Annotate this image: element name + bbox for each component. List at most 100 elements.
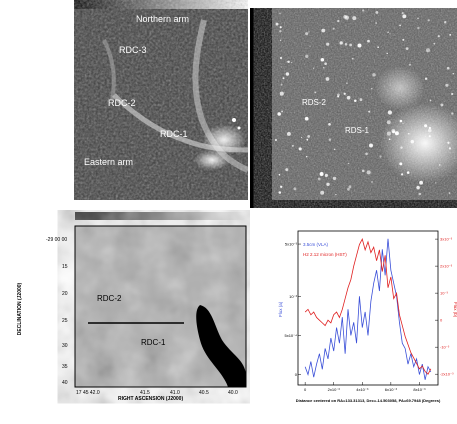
star-point xyxy=(402,122,404,124)
star-point xyxy=(446,66,450,70)
ytick-left-label: 5x10⁻⁴ xyxy=(284,333,297,338)
star-point xyxy=(332,176,337,181)
star-point xyxy=(349,43,352,47)
star-point xyxy=(399,24,401,27)
ytick-right-label: 3x10⁻³ xyxy=(440,237,453,242)
star-point xyxy=(279,12,281,15)
star-point xyxy=(365,152,368,156)
star-point xyxy=(391,129,396,133)
panel-c-colorbar xyxy=(75,212,246,220)
star-point xyxy=(425,48,431,53)
star-point xyxy=(387,110,392,115)
star-point xyxy=(325,77,330,81)
star-point xyxy=(416,185,420,190)
star-point xyxy=(328,138,332,141)
star-point xyxy=(386,52,388,55)
xtick-label: 2x10⁻³ xyxy=(328,387,341,392)
star-point xyxy=(320,190,325,195)
star-point xyxy=(418,192,422,196)
star-point xyxy=(279,30,282,33)
panel-c-xlabel: RIGHT ASCENSION (J2000) xyxy=(118,396,184,402)
star-point xyxy=(451,112,454,115)
panel-b-svg xyxy=(250,8,457,208)
star-point xyxy=(335,193,337,196)
star-point xyxy=(332,27,335,30)
ytick-left-label: 10⁻³ xyxy=(289,294,298,299)
star-point xyxy=(309,45,311,47)
star-point xyxy=(278,173,281,176)
star-point xyxy=(419,180,423,185)
star-point xyxy=(336,93,340,97)
panel-d-chart: 5x10⁻³ 10⁻³ 5x10⁻⁴ 0 3x10⁻³ 2x10⁻³ 10⁻³ 0 -10⁻³… xyxy=(278,222,457,422)
star-point xyxy=(326,42,330,46)
star-point xyxy=(366,170,371,175)
star-point xyxy=(448,147,452,150)
ytick-6: 40 xyxy=(62,380,68,386)
star-point xyxy=(285,72,290,76)
star-point xyxy=(449,34,452,36)
star-point xyxy=(408,63,412,66)
star-point xyxy=(286,61,288,63)
star-point xyxy=(417,26,420,30)
star-point xyxy=(279,56,283,60)
panel-c-ylabel: DECLINATION (J2000) xyxy=(17,282,24,336)
star-point xyxy=(275,22,279,26)
star-point xyxy=(437,35,440,38)
star-point xyxy=(368,110,371,113)
star-point xyxy=(359,98,363,102)
xtick-label: 8x10⁻³ xyxy=(413,387,426,392)
xtick-2: 41.0 xyxy=(170,390,180,396)
star-point xyxy=(424,124,428,128)
star-point xyxy=(362,9,365,12)
star-point xyxy=(285,168,289,172)
label-rdc-3: RDC-3 xyxy=(119,45,147,55)
star-point xyxy=(354,99,357,102)
star-point xyxy=(305,32,309,36)
star-point xyxy=(427,19,430,22)
star-point xyxy=(278,191,282,194)
star-point xyxy=(407,132,410,135)
panel-c-svg xyxy=(74,212,247,388)
ytick-right-label: -10⁻³ xyxy=(440,345,450,350)
star-point xyxy=(375,22,377,24)
panel-a-image: Northern arm RDC-3 RDC-2 RDC-1 Eastern a… xyxy=(74,0,248,200)
ytick-1: 15 xyxy=(62,264,68,270)
label-rdc-1: RDC-1 xyxy=(160,129,188,139)
star-point xyxy=(375,10,379,14)
star-point xyxy=(440,103,444,107)
star-point xyxy=(321,28,326,33)
star-point xyxy=(351,57,354,60)
star-point xyxy=(320,58,325,62)
star-point xyxy=(386,120,391,125)
star-point xyxy=(417,17,419,19)
ytick-2: 20 xyxy=(62,291,68,297)
star-point xyxy=(308,31,310,33)
star-point xyxy=(307,134,311,138)
xtick-4: 40.0 xyxy=(228,390,238,396)
chart-svg: 5x10⁻³ 10⁻³ 5x10⁻⁴ 0 3x10⁻³ 2x10⁻³ 10⁻³ 0 -10⁻³… xyxy=(278,230,457,403)
star-point xyxy=(410,139,415,144)
label-eastern-arm: Eastern arm xyxy=(84,157,134,167)
star-point xyxy=(406,171,410,174)
star-point xyxy=(433,42,436,45)
star-point xyxy=(389,33,391,35)
xtick-label: 6x10⁻³ xyxy=(385,387,398,392)
star-point xyxy=(306,156,308,158)
star-point xyxy=(429,99,432,102)
star-point xyxy=(402,38,405,41)
star-point xyxy=(274,138,278,142)
star-point xyxy=(287,60,290,64)
star-point xyxy=(361,169,365,173)
star-point xyxy=(313,67,315,69)
series-line-1 xyxy=(304,238,432,375)
star-point xyxy=(435,182,437,184)
star-point xyxy=(346,95,351,100)
star-point xyxy=(293,187,297,191)
star-point xyxy=(280,185,283,188)
star-point xyxy=(323,67,325,69)
star-point xyxy=(348,162,350,164)
star-point xyxy=(445,83,449,87)
chart-ylabel-left: Flux (a) xyxy=(278,301,283,317)
ytick-right-label: 2x10⁻³ xyxy=(440,264,453,269)
star-point xyxy=(328,122,331,126)
